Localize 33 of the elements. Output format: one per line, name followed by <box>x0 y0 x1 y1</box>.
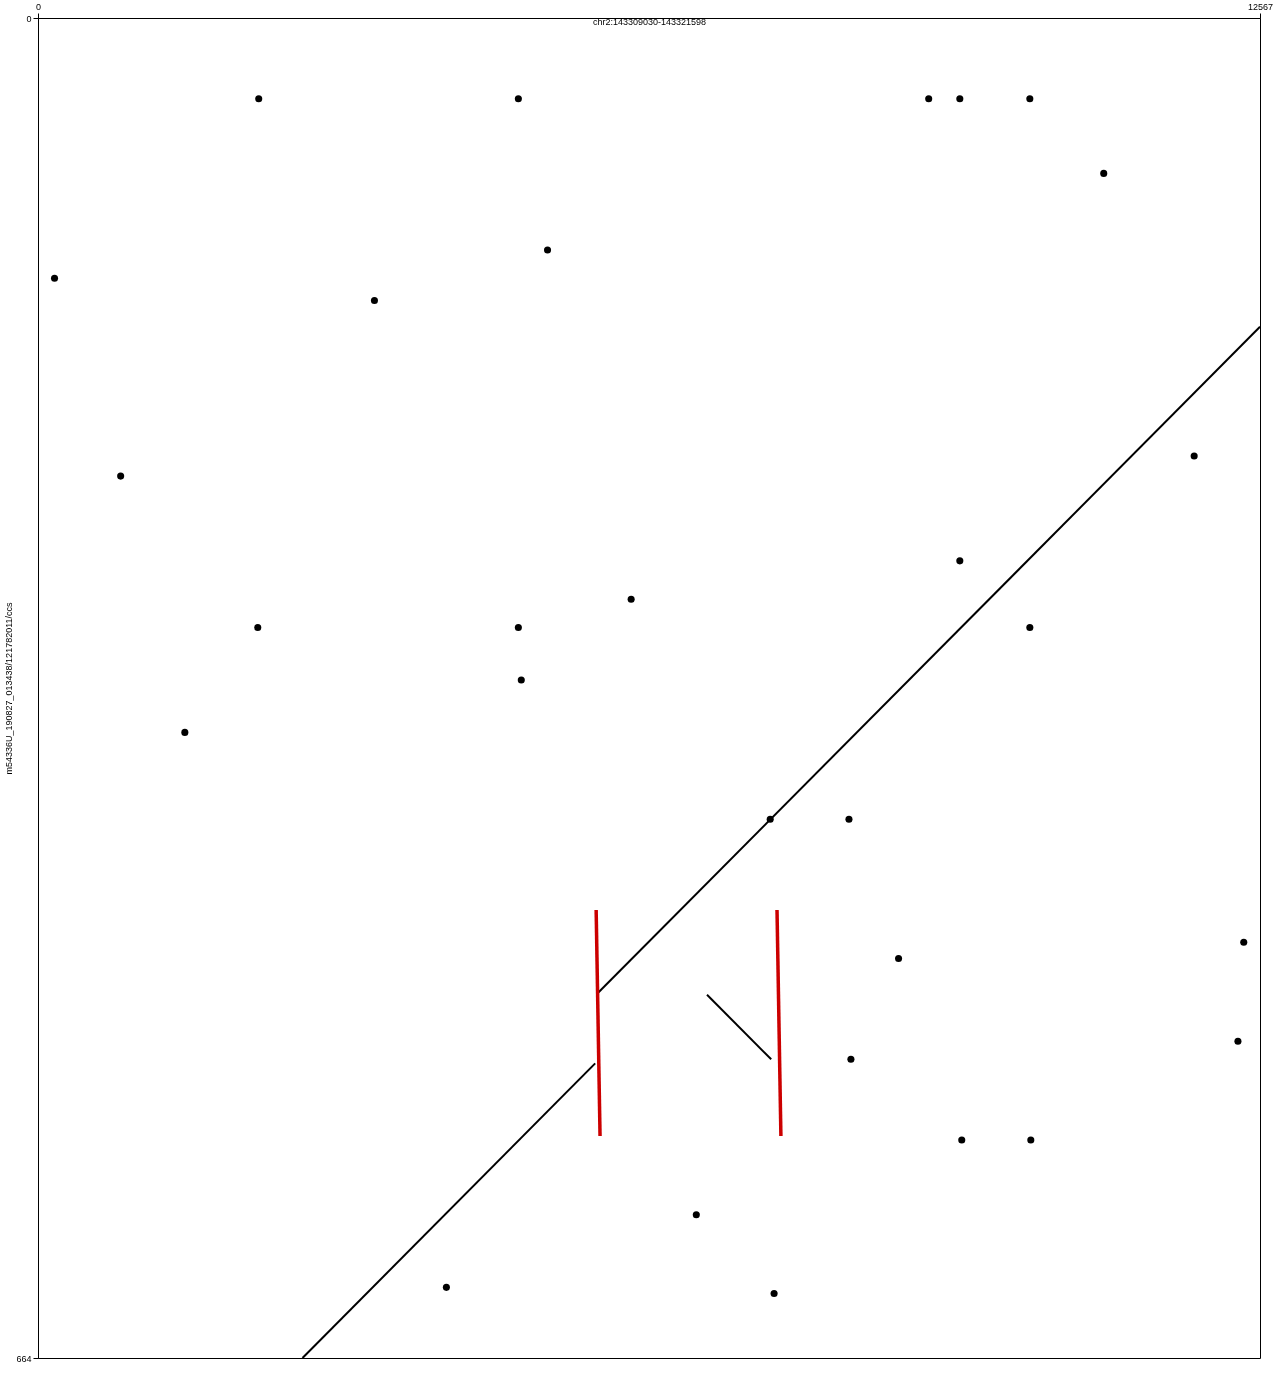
point <box>514 623 522 631</box>
point <box>956 557 964 565</box>
point <box>1100 169 1108 177</box>
point <box>442 1283 450 1291</box>
y-axis-title: m54336U_190827_013438/121782011/ccs <box>4 602 15 775</box>
x-tick-label: 12567 <box>1247 1 1274 12</box>
point <box>370 297 378 305</box>
point <box>770 1289 778 1297</box>
point <box>50 274 59 282</box>
point <box>958 1136 966 1144</box>
point <box>1026 623 1034 631</box>
point <box>847 1055 855 1063</box>
point <box>627 595 635 603</box>
point <box>1240 938 1248 946</box>
y-tick-label: 664 <box>16 1353 32 1364</box>
point <box>766 815 774 823</box>
point <box>925 95 933 103</box>
point <box>1026 95 1034 103</box>
point <box>181 728 189 736</box>
point <box>1190 452 1198 460</box>
point <box>1027 1136 1035 1144</box>
point <box>1234 1037 1242 1045</box>
point <box>544 246 552 254</box>
point <box>254 623 262 631</box>
point <box>956 95 964 103</box>
point <box>255 95 263 103</box>
point <box>692 1211 700 1219</box>
point <box>845 815 853 823</box>
point <box>514 95 522 103</box>
point <box>895 954 903 962</box>
point <box>517 676 525 684</box>
x-axis-title: chr2:143309030-143321598 <box>592 16 707 27</box>
point <box>117 472 125 480</box>
